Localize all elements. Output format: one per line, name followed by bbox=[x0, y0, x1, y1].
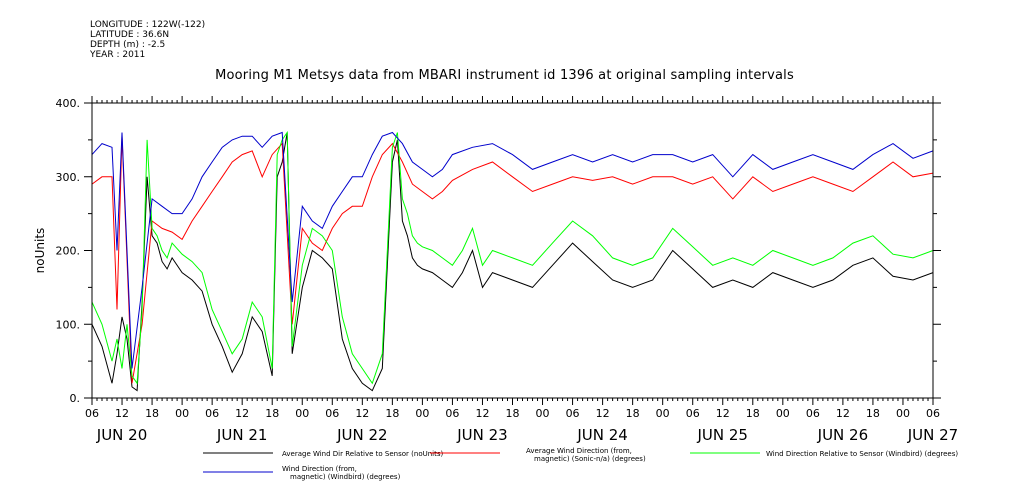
x-tick-label: 00 bbox=[295, 407, 309, 420]
x-tick-label: 18 bbox=[746, 407, 760, 420]
year-text: YEAR : 2011 bbox=[90, 50, 146, 60]
x-tick-label: 00 bbox=[175, 407, 189, 420]
x-tick-label: 00 bbox=[776, 407, 790, 420]
legend-label-1: Average Wind Dir Relative to Sensor (noU… bbox=[282, 450, 443, 458]
x-tick-label: 18 bbox=[506, 407, 520, 420]
latitude-text: LATITUDE : 36.6N bbox=[90, 30, 170, 40]
series-line-2 bbox=[91, 136, 934, 384]
depth-text: DEPTH (m) : -2.5 bbox=[90, 40, 166, 50]
x-tick-label: 18 bbox=[265, 407, 279, 420]
x-tick-label: 06 bbox=[325, 407, 339, 420]
x-tick-label: 00 bbox=[896, 407, 910, 420]
y-tick-label: 0. bbox=[70, 392, 81, 405]
x-tick-label: 12 bbox=[596, 407, 610, 420]
legend-label-2: Average Wind Direction (from, bbox=[526, 447, 632, 455]
series-line-1 bbox=[91, 132, 934, 392]
x-tick-label: 12 bbox=[355, 407, 369, 420]
chart-title: Mooring M1 Metsys data from MBARI instru… bbox=[215, 68, 794, 83]
x-tick-label: 06 bbox=[926, 407, 940, 420]
x-date-label: JUN 26 bbox=[817, 426, 868, 444]
x-tick-label: 12 bbox=[235, 407, 249, 420]
x-tick-label: 00 bbox=[536, 407, 550, 420]
x-date-label: JUN 23 bbox=[456, 426, 507, 444]
x-tick-label: 06 bbox=[566, 407, 580, 420]
x-tick-label: 06 bbox=[806, 407, 820, 420]
legend-label-2: magnetic) (Sonic-n/a) (degrees) bbox=[534, 455, 646, 463]
x-date-label: JUN 22 bbox=[336, 426, 387, 444]
x-date-label: JUN 24 bbox=[576, 426, 627, 444]
x-tick-label: 06 bbox=[205, 407, 219, 420]
x-date-label: JUN 25 bbox=[697, 426, 748, 444]
longitude-text: LONGITUDE : 122W(-122) bbox=[90, 20, 206, 30]
y-tick-label: 200. bbox=[56, 245, 81, 258]
legend-label-3: Wind Direction Relative to Sensor (Windb… bbox=[766, 450, 958, 458]
x-tick-label: 00 bbox=[415, 407, 429, 420]
series-lines bbox=[91, 130, 934, 392]
x-tick-label: 12 bbox=[115, 407, 129, 420]
series-line-3 bbox=[91, 130, 934, 385]
x-date-label: JUN 27 bbox=[907, 426, 958, 444]
legend-label-4: magnetic) (Windbird) (degrees) bbox=[290, 473, 401, 481]
y-tick-label: 100. bbox=[56, 318, 81, 331]
x-date-label: JUN 21 bbox=[216, 426, 267, 444]
x-tick-label: 00 bbox=[656, 407, 670, 420]
x-tick-label: 18 bbox=[385, 407, 399, 420]
y-tick-label: 300. bbox=[56, 171, 81, 184]
x-tick-label: 12 bbox=[836, 407, 850, 420]
x-date-label: JUN 20 bbox=[96, 426, 147, 444]
axes: 0. 100. 200. 300. 400. 06 12 18 00 06 12 18 00 06 12 18… bbox=[56, 96, 958, 444]
x-tick-label: 12 bbox=[475, 407, 489, 420]
x-tick-label: 06 bbox=[445, 407, 459, 420]
x-tick-label: 18 bbox=[145, 407, 159, 420]
legend: Average Wind Dir Relative to Sensor (noU… bbox=[203, 447, 958, 481]
x-tick-label: 18 bbox=[866, 407, 880, 420]
x-tick-label: 12 bbox=[716, 407, 730, 420]
x-tick-label: 18 bbox=[626, 407, 640, 420]
legend-label-4: Wind Direction (from, bbox=[282, 465, 357, 473]
series-line-4 bbox=[91, 131, 934, 369]
metadata-block: LONGITUDE : 122W(-122) LATITUDE : 36.6N … bbox=[90, 20, 205, 60]
y-tick-label: 400. bbox=[56, 97, 81, 110]
plot-frame bbox=[91, 102, 934, 399]
x-tick-label: 06 bbox=[686, 407, 700, 420]
x-tick-label: 06 bbox=[85, 407, 99, 420]
y-axis-label: noUnits bbox=[33, 228, 47, 274]
